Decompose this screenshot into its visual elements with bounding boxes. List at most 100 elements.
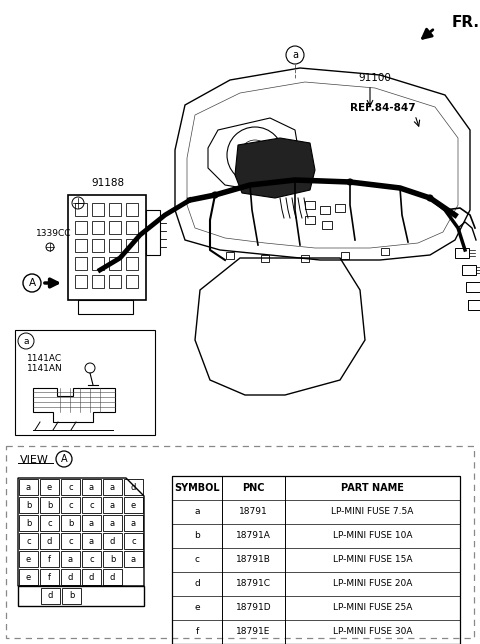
Bar [82,515,101,531]
Text: LP-MINI FUSE 10A: LP-MINI FUSE 10A [333,531,412,540]
Bar [172,476,460,644]
Text: e: e [26,554,31,564]
Text: f: f [48,554,51,564]
Text: e: e [47,482,52,491]
Text: LP-MINI FUSE 20A: LP-MINI FUSE 20A [333,580,412,589]
Circle shape [212,192,218,198]
Bar [335,204,345,212]
Bar [6,446,474,638]
Bar [82,551,101,567]
Text: d: d [89,573,94,582]
Text: d: d [68,573,73,582]
Bar [19,497,38,513]
Text: c: c [89,500,94,509]
Bar [19,551,38,567]
Text: a: a [89,518,94,527]
Bar [341,252,349,259]
Bar [320,206,330,214]
Text: PNC: PNC [242,483,265,493]
Bar [92,257,104,270]
Bar [19,515,38,531]
Text: 18791A: 18791A [236,531,271,540]
Text: d: d [110,573,115,582]
Text: A: A [60,454,67,464]
Text: 91100: 91100 [358,73,391,83]
Text: 18791: 18791 [239,507,268,516]
Bar [109,221,121,234]
Bar [124,515,143,531]
Bar [19,533,38,549]
Bar [78,300,133,314]
Bar [322,221,332,229]
Text: a: a [23,337,29,345]
Text: a: a [110,500,115,509]
Bar [468,300,480,310]
Text: e: e [194,603,200,612]
Text: 1141AN: 1141AN [27,363,63,372]
Text: c: c [89,554,94,564]
Bar [75,221,87,234]
Bar [61,479,80,495]
Text: c: c [47,518,52,527]
Bar [466,282,480,292]
Bar [62,588,81,604]
Bar [61,569,80,585]
Bar [103,479,122,495]
Text: c: c [68,482,73,491]
Text: b: b [110,554,115,564]
Text: LP-MINI FUSE 7.5A: LP-MINI FUSE 7.5A [331,507,414,516]
Bar [109,203,121,216]
Text: d: d [110,536,115,545]
Text: b: b [69,591,74,600]
Bar [103,497,122,513]
Text: a: a [131,554,136,564]
Text: LP-MINI FUSE 25A: LP-MINI FUSE 25A [333,603,412,612]
Text: a: a [194,507,200,516]
Bar [75,239,87,252]
Bar [124,533,143,549]
Text: b: b [26,500,31,509]
Bar [61,533,80,549]
Text: c: c [68,500,73,509]
Bar [381,248,389,255]
Polygon shape [235,138,315,198]
Text: 18791E: 18791E [236,627,271,636]
Text: LP-MINI FUSE 30A: LP-MINI FUSE 30A [333,627,412,636]
Bar [126,257,138,270]
Bar [68,195,146,300]
Text: 18791C: 18791C [236,580,271,589]
Bar [15,330,155,435]
Bar [226,252,234,259]
Text: a: a [89,482,94,491]
Text: d: d [48,591,53,600]
Circle shape [292,177,298,183]
Bar [103,533,122,549]
Bar [19,569,38,585]
Bar [126,275,138,288]
Bar [124,551,143,567]
Bar [75,257,87,270]
Text: SYMBOL: SYMBOL [174,483,220,493]
Text: b: b [47,500,52,509]
Bar [61,551,80,567]
Text: a: a [68,554,73,564]
Bar [40,515,59,531]
Bar [305,216,315,224]
Text: LP-MINI FUSE 15A: LP-MINI FUSE 15A [333,556,412,565]
Text: 1339CC: 1339CC [36,229,72,238]
Text: a: a [26,482,31,491]
Bar [146,210,160,255]
Bar [103,551,122,567]
Text: b: b [68,518,73,527]
Bar [82,497,101,513]
Text: a: a [89,536,94,545]
Bar [82,533,101,549]
Bar [109,275,121,288]
Text: FR.: FR. [452,15,480,30]
Bar [75,275,87,288]
Text: a: a [110,482,115,491]
Bar [41,588,60,604]
Bar [40,479,59,495]
Bar [92,275,104,288]
Bar [124,497,143,513]
